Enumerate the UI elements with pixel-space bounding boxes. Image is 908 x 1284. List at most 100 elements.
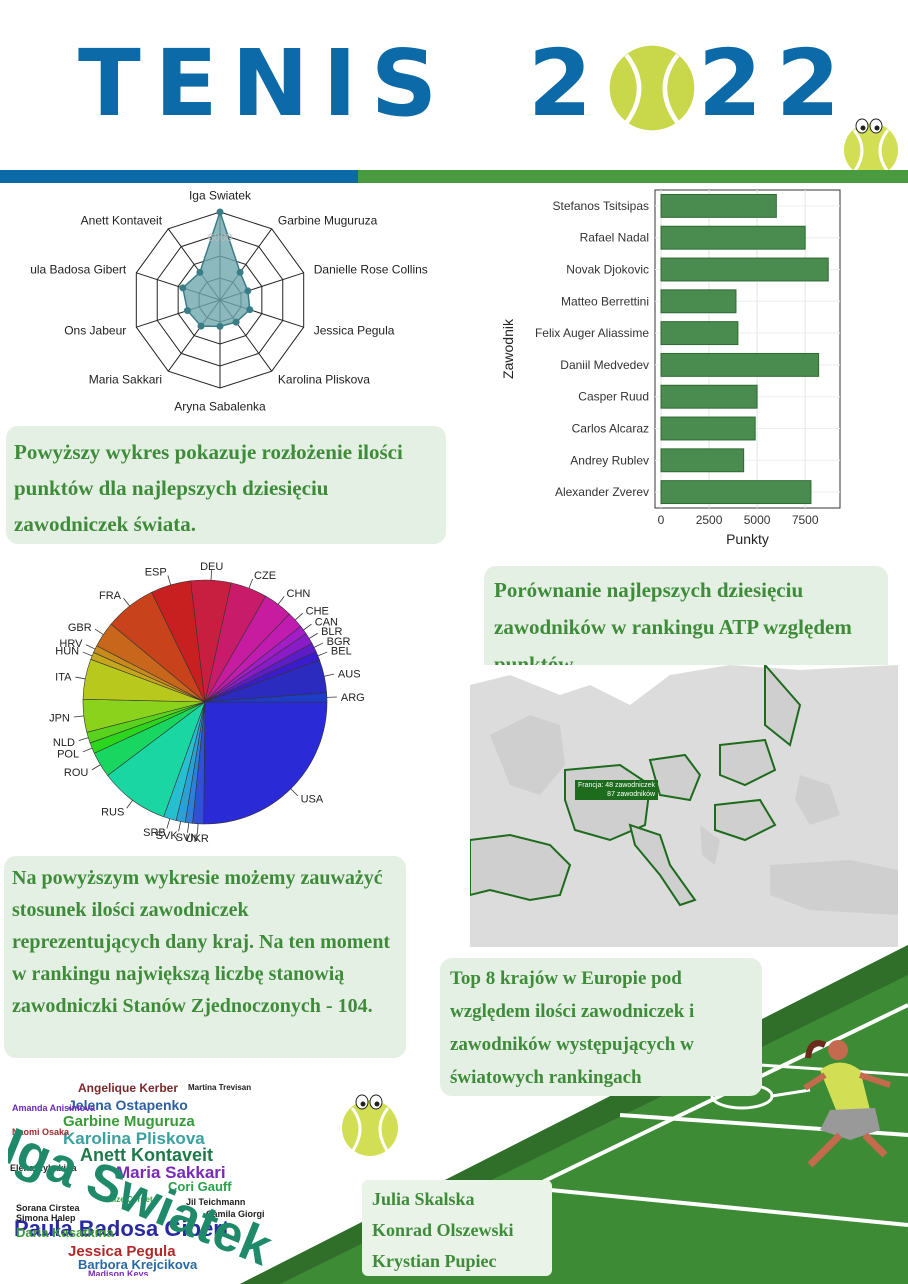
atp-xtick-label: 2500 bbox=[696, 513, 723, 527]
word-cloud: Angelique Kerber Jelena Ostapenko Garbine … bbox=[8, 1080, 308, 1276]
word-cloud-word: Sorana Cirstea bbox=[16, 1203, 80, 1213]
map-tooltip: Francja: 48 zawodniczek 87 zawodników bbox=[575, 780, 659, 800]
ball-mascot-icon-2 bbox=[338, 1094, 402, 1158]
pie-label-tick bbox=[75, 676, 86, 680]
pie-label: HRV bbox=[59, 638, 83, 650]
pie-label-tick bbox=[187, 822, 190, 833]
pie-label-tick bbox=[295, 612, 303, 621]
radar-point bbox=[216, 208, 224, 216]
atp-ytick-label: Casper Ruud bbox=[578, 390, 649, 404]
author-name: Julia Skalska bbox=[372, 1189, 475, 1209]
pie-label: RUS bbox=[101, 806, 124, 818]
radar-player-label: Jessica Pegula bbox=[314, 323, 395, 337]
pie-label-tick bbox=[290, 788, 299, 797]
pie-label-tick bbox=[126, 799, 133, 809]
radar-player-label: Karolina Pliskova bbox=[278, 373, 370, 387]
atp-ytick-label: Rafael Nadal bbox=[580, 231, 649, 245]
word-cloud-word: Paula Badosa Gibert bbox=[14, 1216, 230, 1241]
atp-xtick-label: 5000 bbox=[744, 513, 771, 527]
atp-ylabel: Zawodnik bbox=[500, 318, 516, 379]
radar-point bbox=[246, 306, 254, 314]
word-cloud-word: Jelena Ostapenko bbox=[68, 1097, 188, 1113]
radar-point bbox=[216, 322, 224, 330]
pie-label-tick bbox=[303, 623, 312, 631]
atp-xtick-label: 7500 bbox=[792, 513, 819, 527]
pie-label: JPN bbox=[49, 712, 70, 724]
year-digit-2: 2 bbox=[528, 30, 607, 137]
word-cloud-word: Alize Cornet bbox=[106, 1195, 153, 1204]
atp-ytick-label: Carlos Alcaraz bbox=[572, 422, 649, 436]
word-cloud-word: Amanda Anisimova bbox=[12, 1103, 96, 1113]
radar-point bbox=[236, 268, 244, 276]
ball-mascot-icon bbox=[840, 116, 902, 178]
word-cloud-word: Maria Sakkari bbox=[116, 1163, 226, 1182]
pie-label: SRB bbox=[143, 827, 166, 839]
pie-label: SVK bbox=[156, 830, 179, 842]
word-cloud-word: Martina Trevisan bbox=[188, 1083, 252, 1092]
pie-label: CAN bbox=[315, 617, 338, 629]
pie-label-tick bbox=[85, 644, 96, 650]
tennis-player-illustration bbox=[710, 1040, 891, 1168]
pie-label: ITA bbox=[55, 671, 72, 683]
pie-label: NLD bbox=[53, 737, 75, 749]
pie-label-tick bbox=[166, 818, 171, 829]
word-cloud-word: Naomi Osaka bbox=[12, 1127, 70, 1137]
radar-player-label: Iga Swiatek bbox=[189, 188, 252, 202]
word-cloud-word: Barbora Krejcikova bbox=[78, 1257, 198, 1272]
atp-ytick-label: Alexander Zverev bbox=[555, 485, 649, 499]
pie-label-tick bbox=[277, 596, 285, 605]
atp-bar bbox=[660, 416, 756, 441]
word-cloud-word: Jil Teichmann bbox=[186, 1197, 246, 1207]
pie-label: BLR bbox=[321, 626, 342, 638]
atp-ytick-label: Andrey Rublev bbox=[570, 453, 649, 467]
pie-label: DEU bbox=[200, 561, 223, 573]
atp-bar bbox=[660, 289, 737, 314]
word-cloud-word: Elena Rybakina bbox=[10, 1163, 77, 1173]
word-cloud-word: Garbine Muguruza bbox=[63, 1113, 195, 1130]
pie-label-tick bbox=[94, 628, 104, 635]
radar-tick-label: 6000 bbox=[208, 232, 232, 244]
pie-label: POL bbox=[57, 748, 79, 760]
word-cloud-word: Anett Kontaveit bbox=[80, 1145, 214, 1165]
atp-bar bbox=[660, 384, 758, 409]
atp-bar bbox=[660, 193, 777, 218]
header-divider-green bbox=[358, 170, 908, 183]
pie-label: BEL bbox=[331, 646, 352, 658]
tennis-ball-zero bbox=[606, 42, 698, 134]
radar-player-label: Danielle Rose Collins bbox=[314, 263, 428, 277]
word-cloud-word: Jessica Pegula bbox=[68, 1243, 176, 1260]
word-cloud-word: Madison Keys bbox=[88, 1269, 149, 1277]
radar-point bbox=[183, 307, 191, 315]
europe-map bbox=[469, 662, 898, 947]
pie-label: CHE bbox=[306, 606, 329, 618]
radar-point bbox=[179, 284, 187, 292]
pie-label-tick bbox=[167, 575, 172, 586]
atp-ytick-label: Daniil Medvedev bbox=[560, 358, 649, 372]
radar-player-label: Garbine Muguruza bbox=[278, 213, 378, 227]
pie-label-tick bbox=[123, 597, 130, 607]
word-cloud-word: Karolina Pliskova bbox=[63, 1129, 205, 1148]
year-digits-22: 22 bbox=[698, 30, 855, 137]
pie-slice bbox=[204, 692, 328, 703]
pie-label: USA bbox=[301, 794, 324, 806]
radar-chart: 6000 Iga Swiatek Garbine Muguruza Danielle … bbox=[30, 188, 428, 413]
pie-label: CHN bbox=[287, 588, 311, 600]
note-pie: Na powyższym wykresie możemy zauważyć st… bbox=[4, 856, 406, 1058]
header-divider-blue bbox=[0, 170, 358, 183]
word-cloud-word: Daria Kasatkina bbox=[16, 1225, 114, 1240]
atp-bar bbox=[660, 257, 829, 282]
pie-label-tick bbox=[324, 673, 335, 677]
radar-point bbox=[232, 318, 240, 326]
pie-label-tick bbox=[308, 632, 318, 639]
atp-bar bbox=[660, 448, 745, 473]
pie-label: ROU bbox=[64, 767, 89, 779]
pie-label: AUS bbox=[338, 668, 361, 680]
pie-label-tick bbox=[78, 737, 89, 741]
title-year: 2 22 bbox=[528, 38, 854, 131]
title-tenis: TENIS bbox=[78, 30, 452, 137]
pie-label-tick bbox=[178, 821, 181, 832]
pie-label: ARG bbox=[341, 692, 365, 704]
radar-player-label: Anett Kontaveit bbox=[81, 213, 163, 227]
atp-bar bbox=[660, 321, 739, 346]
